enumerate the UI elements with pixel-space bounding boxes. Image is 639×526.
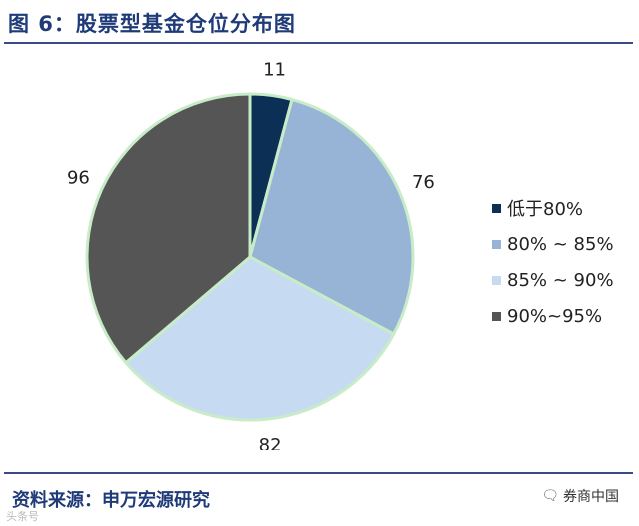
watermark: 头条号 bbox=[6, 510, 39, 523]
legend-swatch bbox=[492, 239, 501, 249]
legend-item: 85% ~ 90% bbox=[492, 262, 614, 298]
legend-item: 80% ~ 85% bbox=[492, 226, 614, 262]
legend-swatch bbox=[492, 311, 501, 321]
legend-swatch bbox=[492, 203, 501, 213]
chart-title: 图 6：股票型基金仓位分布图 bbox=[8, 12, 296, 36]
brand-label: 券商中国 bbox=[563, 489, 619, 505]
legend-swatch bbox=[492, 275, 501, 285]
pie-chart: 11 76 82 96 bbox=[67, 60, 435, 450]
top-divider bbox=[4, 42, 633, 44]
brand: 🗨 券商中国 bbox=[541, 486, 619, 506]
data-label: 96 bbox=[67, 168, 90, 189]
legend-item: 低于80% bbox=[492, 190, 614, 226]
legend-label: 低于80% bbox=[507, 199, 584, 220]
legend-label: 80% ~ 85% bbox=[507, 233, 614, 255]
pie-slice bbox=[85, 92, 252, 365]
chat-bubble-icon: 🗨 bbox=[541, 488, 559, 504]
pie-slice bbox=[123, 255, 396, 422]
data-label: 76 bbox=[412, 172, 435, 193]
bottom-divider bbox=[4, 472, 633, 474]
legend: 低于80% 80% ~ 85% 85% ~ 90% 90%~95% bbox=[492, 190, 614, 334]
legend-label: 90%~95% bbox=[507, 305, 603, 327]
pie-slice bbox=[248, 97, 415, 337]
legend-item: 90%~95% bbox=[492, 298, 614, 334]
data-label: 82 bbox=[259, 435, 282, 450]
data-label: 11 bbox=[263, 60, 286, 81]
legend-label: 85% ~ 90% bbox=[507, 269, 614, 291]
source-note: 资料来源：申万宏源研究 bbox=[12, 490, 210, 511]
